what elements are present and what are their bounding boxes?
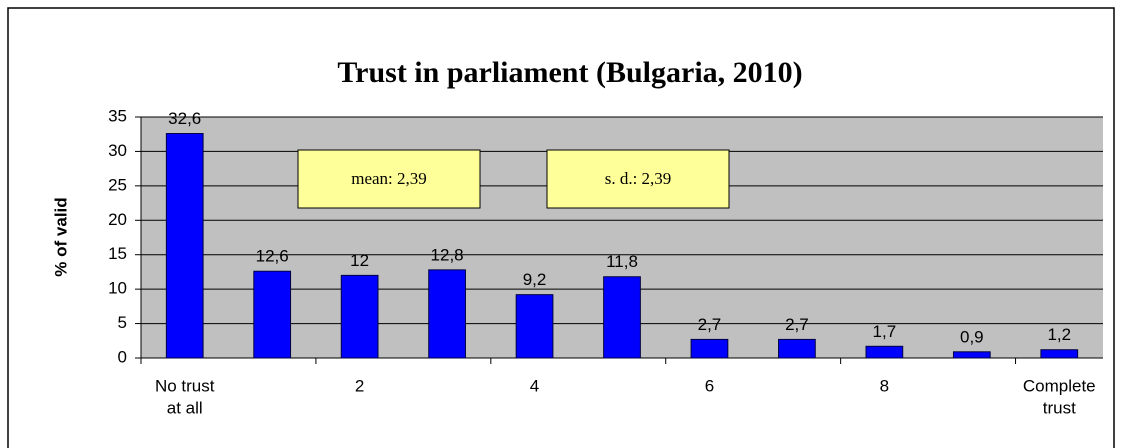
annotation-box [546, 149, 730, 209]
data-label: 2,7 [785, 315, 809, 334]
bar [165, 133, 204, 359]
y-tick-label: 10 [108, 279, 127, 298]
data-label: 1,7 [873, 322, 897, 341]
y-tick-label: 15 [108, 244, 127, 263]
bar [253, 270, 292, 359]
data-label: 1,2 [1047, 325, 1071, 344]
data-label: 12,6 [256, 247, 289, 266]
chart-title: Trust in parliament (Bulgaria, 2010) [337, 56, 802, 89]
y-tick-label: 35 [108, 106, 127, 125]
bar [603, 276, 641, 359]
bar [778, 338, 816, 359]
data-label: 12,8 [431, 245, 464, 264]
data-label: 11,8 [606, 252, 638, 271]
x-tick-label: 4 [530, 376, 539, 395]
annotation: s. d.: 2,39 [605, 169, 672, 188]
x-tick-label: trust [1043, 398, 1076, 417]
bar [340, 274, 379, 359]
y-tick-label: 0 [118, 347, 127, 366]
bar [515, 294, 554, 359]
bar [865, 345, 904, 359]
bar [690, 338, 729, 359]
data-label: 9,2 [523, 270, 547, 289]
x-tick-label: 8 [880, 376, 889, 395]
annotation-box [297, 149, 481, 209]
x-tick-label: No trust [155, 376, 215, 395]
x-tick-label: Complete [1023, 376, 1096, 395]
bar [428, 269, 466, 359]
bar [952, 351, 991, 359]
data-label: 2,7 [698, 315, 722, 334]
y-tick-label: 30 [108, 141, 127, 160]
annotation: mean: 2,39 [351, 169, 427, 188]
x-tick-label: at all [167, 398, 203, 417]
x-tick-label: 2 [355, 376, 364, 395]
data-label: 32,6 [168, 109, 201, 128]
y-axis-label: % of valid [51, 197, 70, 276]
x-tick-label: 6 [705, 376, 714, 395]
data-label: 0,9 [960, 327, 984, 346]
y-tick-label: 5 [118, 313, 127, 332]
y-tick-label: 25 [108, 175, 127, 194]
data-label: 12 [350, 251, 369, 270]
y-tick-label: 20 [108, 210, 127, 229]
bar [1040, 349, 1079, 359]
